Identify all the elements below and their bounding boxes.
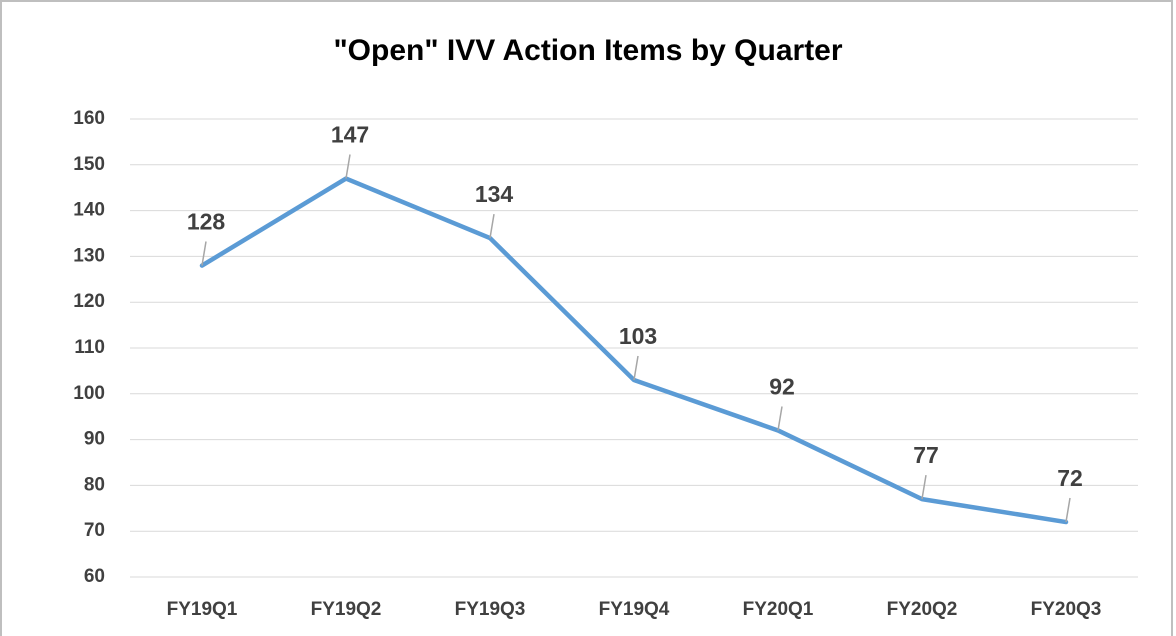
leader-line [633,355,639,381]
leader-line [345,154,351,179]
data-label: 72 [1057,465,1083,491]
y-tick-label: 160 [73,108,105,129]
leader-line [1065,497,1071,523]
y-tick-label: 60 [84,566,105,587]
y-tick-label: 140 [73,200,105,221]
x-tick-label: FY19Q1 [167,599,238,620]
data-label: 128 [187,209,226,235]
y-tick-label: 120 [73,291,105,312]
x-tick-label: FY19Q3 [455,599,526,620]
chart-title: "Open" IVV Action Items by Quarter [333,34,842,67]
y-tick-label: 150 [73,154,105,175]
leader-line [921,475,927,500]
data-label: 92 [769,374,795,400]
data-label: 134 [475,181,514,207]
y-tick-label: 90 [84,429,105,450]
leader-line [777,406,783,431]
leader-line [201,241,207,266]
y-tick-label: 130 [73,245,105,266]
leader-line [489,213,495,239]
x-tick-label: FY20Q3 [1031,599,1102,620]
x-tick-label: FY20Q2 [887,599,958,620]
data-label: 147 [331,122,369,148]
data-label: 103 [619,323,657,349]
x-tick-label: FY19Q4 [599,599,670,620]
y-tick-label: 110 [74,337,105,358]
y-tick-label: 80 [84,474,105,495]
y-tick-label: 70 [84,520,105,541]
x-tick-label: FY19Q2 [311,599,382,620]
y-tick-label: 100 [73,383,105,404]
x-tick-label: FY20Q1 [743,599,814,620]
data-label: 77 [913,442,939,468]
